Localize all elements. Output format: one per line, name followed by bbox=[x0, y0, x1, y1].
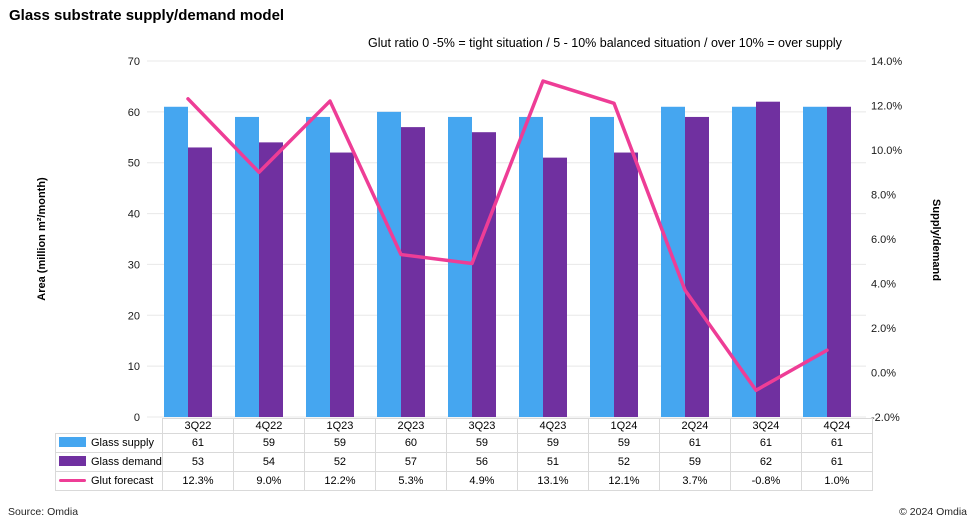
legend-label: Glut forecast bbox=[91, 475, 154, 487]
legend-item-glut-forecast: Glut forecast bbox=[55, 471, 163, 491]
bar-glass-demand bbox=[685, 116, 709, 417]
right-axis-tick: 6.0% bbox=[871, 234, 896, 246]
left-axis-tick: 60 bbox=[128, 107, 140, 119]
glut-ratio-annotation: Glut ratio 0 -5% = tight situation / 5 -… bbox=[368, 36, 842, 50]
table-cell: 12.3% bbox=[161, 471, 234, 491]
bar-glass-demand bbox=[401, 127, 425, 417]
table-header-cell: 1Q23 bbox=[303, 418, 376, 434]
table-cell: 59 bbox=[516, 433, 589, 453]
table-cell: 5.3% bbox=[374, 471, 447, 491]
right-axis-tick: -2.0% bbox=[871, 412, 900, 424]
left-axis-tick: 70 bbox=[128, 56, 140, 68]
table-cell: 59 bbox=[658, 452, 731, 472]
table-cell: 59 bbox=[445, 433, 518, 453]
bar-glass-supply bbox=[306, 116, 330, 417]
table-cell: 51 bbox=[516, 452, 589, 472]
bar-glass-demand bbox=[472, 132, 496, 417]
left-axis-tick: 40 bbox=[128, 209, 140, 221]
glass-demand-swatch bbox=[59, 456, 86, 467]
table-header-cell: 1Q24 bbox=[587, 418, 660, 434]
bar-glass-demand bbox=[827, 106, 851, 418]
table-header-cell: 3Q24 bbox=[729, 418, 802, 434]
bar-glass-supply bbox=[590, 116, 614, 417]
table-cell: 52 bbox=[587, 452, 660, 472]
table-cell: 56 bbox=[445, 452, 518, 472]
table-cell: 57 bbox=[374, 452, 447, 472]
right-axis-tick: 2.0% bbox=[871, 323, 896, 335]
left-axis-tick: 20 bbox=[128, 310, 140, 322]
table-cell: 59 bbox=[587, 433, 660, 453]
table-cell: 12.2% bbox=[303, 471, 376, 491]
table-header-cell: 2Q24 bbox=[658, 418, 731, 434]
table-cell: 62 bbox=[729, 452, 802, 472]
chart-title: Glass substrate supply/demand model bbox=[9, 7, 285, 24]
bar-glass-demand bbox=[330, 152, 354, 418]
legend-label: Glass supply bbox=[91, 437, 154, 449]
left-axis-tick: 30 bbox=[128, 259, 140, 271]
bar-glass-supply bbox=[519, 116, 543, 417]
left-axis-tick: 50 bbox=[128, 158, 140, 170]
bar-glass-supply bbox=[732, 106, 756, 418]
table-cell: 61 bbox=[161, 433, 234, 453]
table-cell: 61 bbox=[800, 433, 873, 453]
legend-item-glass-supply: Glass supply bbox=[55, 433, 163, 453]
table-header-cell: 3Q22 bbox=[161, 418, 234, 434]
table-cell: 52 bbox=[303, 452, 376, 472]
table-cell: 1.0% bbox=[800, 471, 873, 491]
glut-forecast-line bbox=[186, 79, 829, 393]
table-corner-cell bbox=[56, 419, 163, 434]
source-note: Source: Omdia bbox=[8, 506, 79, 518]
bar-glass-demand bbox=[259, 142, 283, 417]
right-axis-tick: 0.0% bbox=[871, 368, 896, 380]
right-axis-tick: 12.0% bbox=[871, 101, 902, 113]
table-header-cell: 4Q22 bbox=[232, 418, 305, 434]
glut-forecast-swatch bbox=[59, 478, 86, 482]
data-table: 3Q22 4Q22 1Q23 2Q23 3Q23 4Q23 1Q24 2Q24 3Q24 4Q24… bbox=[55, 418, 873, 491]
table-header-cell: 2Q23 bbox=[374, 418, 447, 434]
table-cell: 61 bbox=[729, 433, 802, 453]
right-axis-tick: 14.0% bbox=[871, 56, 902, 68]
table-cell: -0.8% bbox=[729, 471, 802, 491]
table-cell: 59 bbox=[232, 433, 305, 453]
left-axis-tick: 0 bbox=[134, 412, 140, 424]
table-header-cell: 3Q23 bbox=[445, 418, 518, 434]
bar-glass-demand bbox=[543, 157, 567, 417]
table-cell: 9.0% bbox=[232, 471, 305, 491]
right-axis-tick: 8.0% bbox=[871, 190, 896, 202]
table-cell: 13.1% bbox=[516, 471, 589, 491]
bar-glass-demand bbox=[756, 101, 780, 417]
bar-glass-supply bbox=[448, 116, 472, 417]
table-cell: 4.9% bbox=[445, 471, 518, 491]
right-axis-tick: 4.0% bbox=[871, 279, 896, 291]
table-cell: 61 bbox=[800, 452, 873, 472]
bar-glass-demand bbox=[188, 147, 212, 417]
glass-supply-swatch bbox=[59, 437, 86, 448]
bar-glass-supply bbox=[803, 106, 827, 418]
table-cell: 61 bbox=[658, 433, 731, 453]
table-header-cell: 4Q24 bbox=[800, 418, 873, 434]
legend-item-glass-demand: Glass demand bbox=[55, 452, 163, 472]
table-cell: 59 bbox=[303, 433, 376, 453]
table-header-cell: 4Q23 bbox=[516, 418, 589, 434]
right-axis-tick: 10.0% bbox=[871, 145, 902, 157]
table-cell: 3.7% bbox=[658, 471, 731, 491]
bar-glass-demand bbox=[614, 152, 638, 418]
table-cell: 60 bbox=[374, 433, 447, 453]
table-cell: 54 bbox=[232, 452, 305, 472]
bar-glass-supply bbox=[164, 106, 188, 418]
table-cell: 12.1% bbox=[587, 471, 660, 491]
table-cell: 53 bbox=[161, 452, 234, 472]
plot-area: 0 10 20 30 40 50 60 70 -2.0% 0.0% 2.0% 4.0% 6.0% 8.0%… bbox=[128, 56, 903, 424]
legend-label: Glass demand bbox=[91, 456, 162, 468]
copyright-note: © 2024 Omdia bbox=[899, 506, 967, 518]
bar-glass-supply bbox=[377, 111, 401, 417]
left-axis-tick: 10 bbox=[128, 361, 140, 373]
